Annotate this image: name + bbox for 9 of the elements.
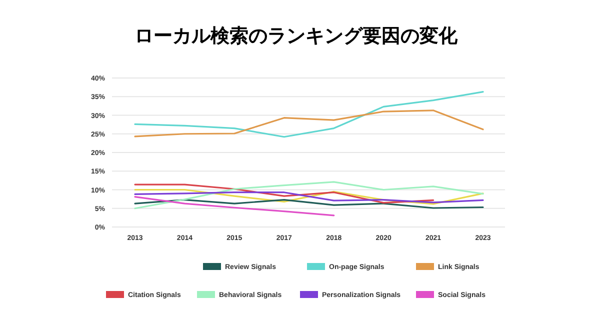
line-series	[134, 90, 484, 138]
line-series	[134, 199, 484, 209]
line-series	[134, 184, 434, 204]
line-series	[134, 110, 484, 138]
line-series	[134, 196, 335, 216]
line-series	[134, 192, 484, 204]
line-series	[134, 188, 484, 205]
title: ローカル検索のランキング要因の変化	[134, 26, 458, 47]
line-series	[134, 181, 484, 210]
